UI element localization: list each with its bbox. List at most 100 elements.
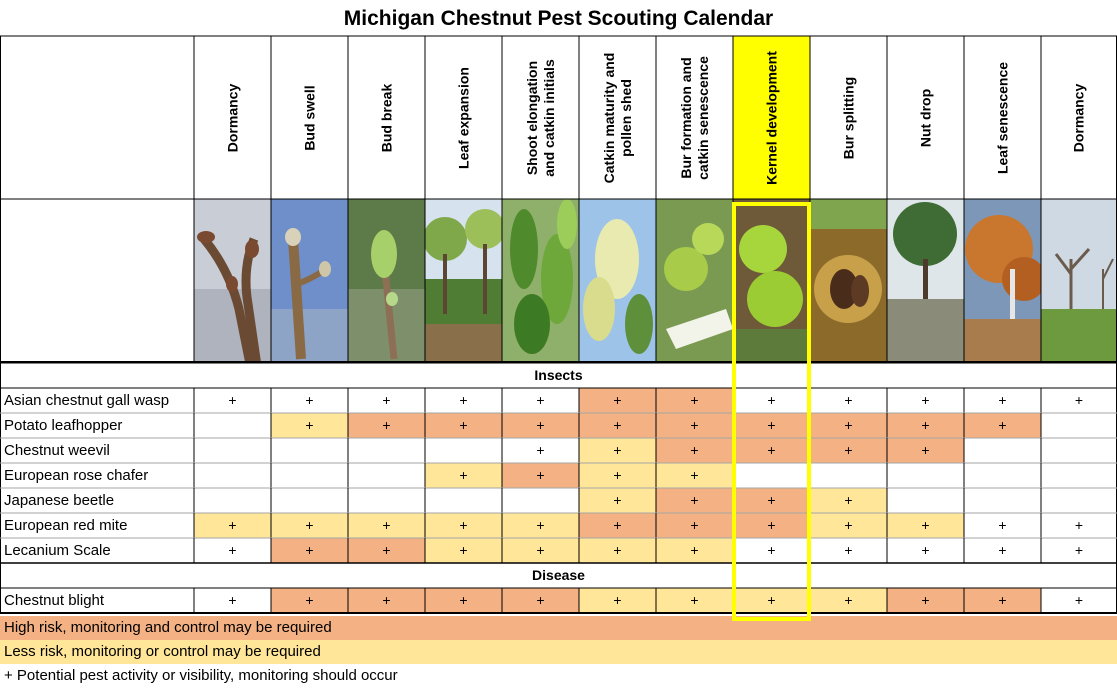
risk-cell: + — [656, 538, 733, 563]
stage-label: Nut drop — [917, 88, 933, 147]
risk-cell: + — [271, 538, 348, 563]
stage-label: Kernel development — [763, 50, 779, 185]
risk-cell: + — [425, 413, 502, 438]
section-header: Insects — [534, 367, 583, 383]
risk-cell: + — [502, 438, 579, 463]
risk-cell: + — [348, 388, 425, 413]
risk-cell: + — [887, 538, 964, 563]
stage-photo — [810, 199, 887, 362]
risk-cell: + — [579, 513, 656, 538]
stage-label: Leaf senescence — [994, 61, 1010, 174]
risk-cell — [1041, 438, 1117, 463]
risk-cell — [1041, 488, 1117, 513]
stage-photo — [887, 199, 964, 362]
risk-cell: + — [271, 588, 348, 613]
stage-photo — [579, 199, 656, 362]
risk-cell: + — [271, 388, 348, 413]
risk-cell: + — [810, 538, 887, 563]
risk-cell: + — [887, 388, 964, 413]
stage-photo — [1041, 199, 1117, 362]
stage-label: Bur formation and catkin senescence — [677, 55, 711, 180]
risk-cell — [887, 463, 964, 488]
risk-cell: + — [1041, 388, 1117, 413]
risk-cell — [1041, 413, 1117, 438]
risk-cell: + — [810, 413, 887, 438]
risk-cell: + — [810, 513, 887, 538]
risk-cell — [502, 488, 579, 513]
risk-cell: + — [348, 413, 425, 438]
legend-item: Less risk, monitoring or control may be … — [0, 640, 1117, 664]
risk-cell: + — [271, 413, 348, 438]
pest-name: Potato leafhopper — [4, 417, 123, 434]
risk-cell: + — [425, 513, 502, 538]
risk-cell: + — [733, 438, 810, 463]
legend-item: + Potential pest activity or visibility,… — [0, 664, 1117, 688]
risk-cell: + — [579, 588, 656, 613]
risk-cell: + — [656, 438, 733, 463]
stage-label: Shoot elongation and catkin initials — [523, 58, 557, 177]
pest-name: Lecanium Scale — [4, 542, 111, 559]
risk-cell: + — [656, 488, 733, 513]
risk-cell: + — [348, 513, 425, 538]
stage-header: Leaf senescence — [964, 36, 1041, 199]
stage-label: Bud swell — [301, 84, 317, 151]
stage-photo — [425, 199, 502, 362]
risk-cell: + — [502, 538, 579, 563]
stage-photo — [656, 199, 733, 362]
risk-cell: + — [733, 538, 810, 563]
risk-cell — [964, 438, 1041, 463]
risk-cell: + — [964, 413, 1041, 438]
risk-cell: + — [194, 588, 271, 613]
risk-cell — [810, 463, 887, 488]
risk-cell: + — [810, 488, 887, 513]
risk-cell: + — [810, 438, 887, 463]
risk-cell: + — [656, 463, 733, 488]
stage-photo — [348, 199, 425, 362]
risk-cell — [271, 463, 348, 488]
risk-cell: + — [425, 588, 502, 613]
legend-item: High risk, monitoring and control may be… — [0, 616, 1117, 640]
risk-cell — [194, 438, 271, 463]
risk-cell: + — [733, 388, 810, 413]
risk-cell: + — [579, 538, 656, 563]
risk-cell: + — [502, 388, 579, 413]
risk-cell: + — [194, 538, 271, 563]
risk-cell: + — [348, 538, 425, 563]
pest-name: European red mite — [4, 517, 128, 534]
section-header: Disease — [532, 567, 585, 583]
stage-header: Bud swell — [271, 36, 348, 199]
stage-photo — [502, 199, 579, 362]
risk-cell: + — [579, 413, 656, 438]
risk-cell — [1041, 463, 1117, 488]
risk-cell: + — [656, 388, 733, 413]
risk-cell: + — [964, 513, 1041, 538]
pest-name: Chestnut weevil — [4, 442, 110, 459]
risk-cell — [194, 413, 271, 438]
risk-cell — [348, 488, 425, 513]
risk-cell: + — [502, 588, 579, 613]
risk-cell: + — [1041, 538, 1117, 563]
risk-cell: + — [579, 463, 656, 488]
risk-cell: + — [1041, 588, 1117, 613]
risk-cell: + — [502, 513, 579, 538]
stage-header: Catkin maturity and pollen shed — [579, 36, 656, 199]
stage-label: Dormancy — [224, 83, 240, 152]
risk-cell: + — [810, 588, 887, 613]
stage-photo — [964, 199, 1041, 362]
risk-cell: + — [656, 413, 733, 438]
stage-photo — [271, 199, 348, 362]
stage-label: Dormancy — [1070, 83, 1087, 152]
risk-cell — [271, 438, 348, 463]
stage-label: Bud break — [378, 83, 394, 152]
stage-label: Leaf expansion — [455, 66, 471, 169]
stage-header: Shoot elongation and catkin initials — [502, 36, 579, 199]
risk-cell — [887, 488, 964, 513]
risk-cell: + — [887, 438, 964, 463]
risk-cell: + — [579, 388, 656, 413]
risk-cell: + — [502, 463, 579, 488]
pest-name: European rose chafer — [4, 467, 149, 484]
risk-cell: + — [425, 538, 502, 563]
risk-cell: + — [964, 588, 1041, 613]
risk-cell: + — [733, 588, 810, 613]
risk-cell: + — [579, 488, 656, 513]
